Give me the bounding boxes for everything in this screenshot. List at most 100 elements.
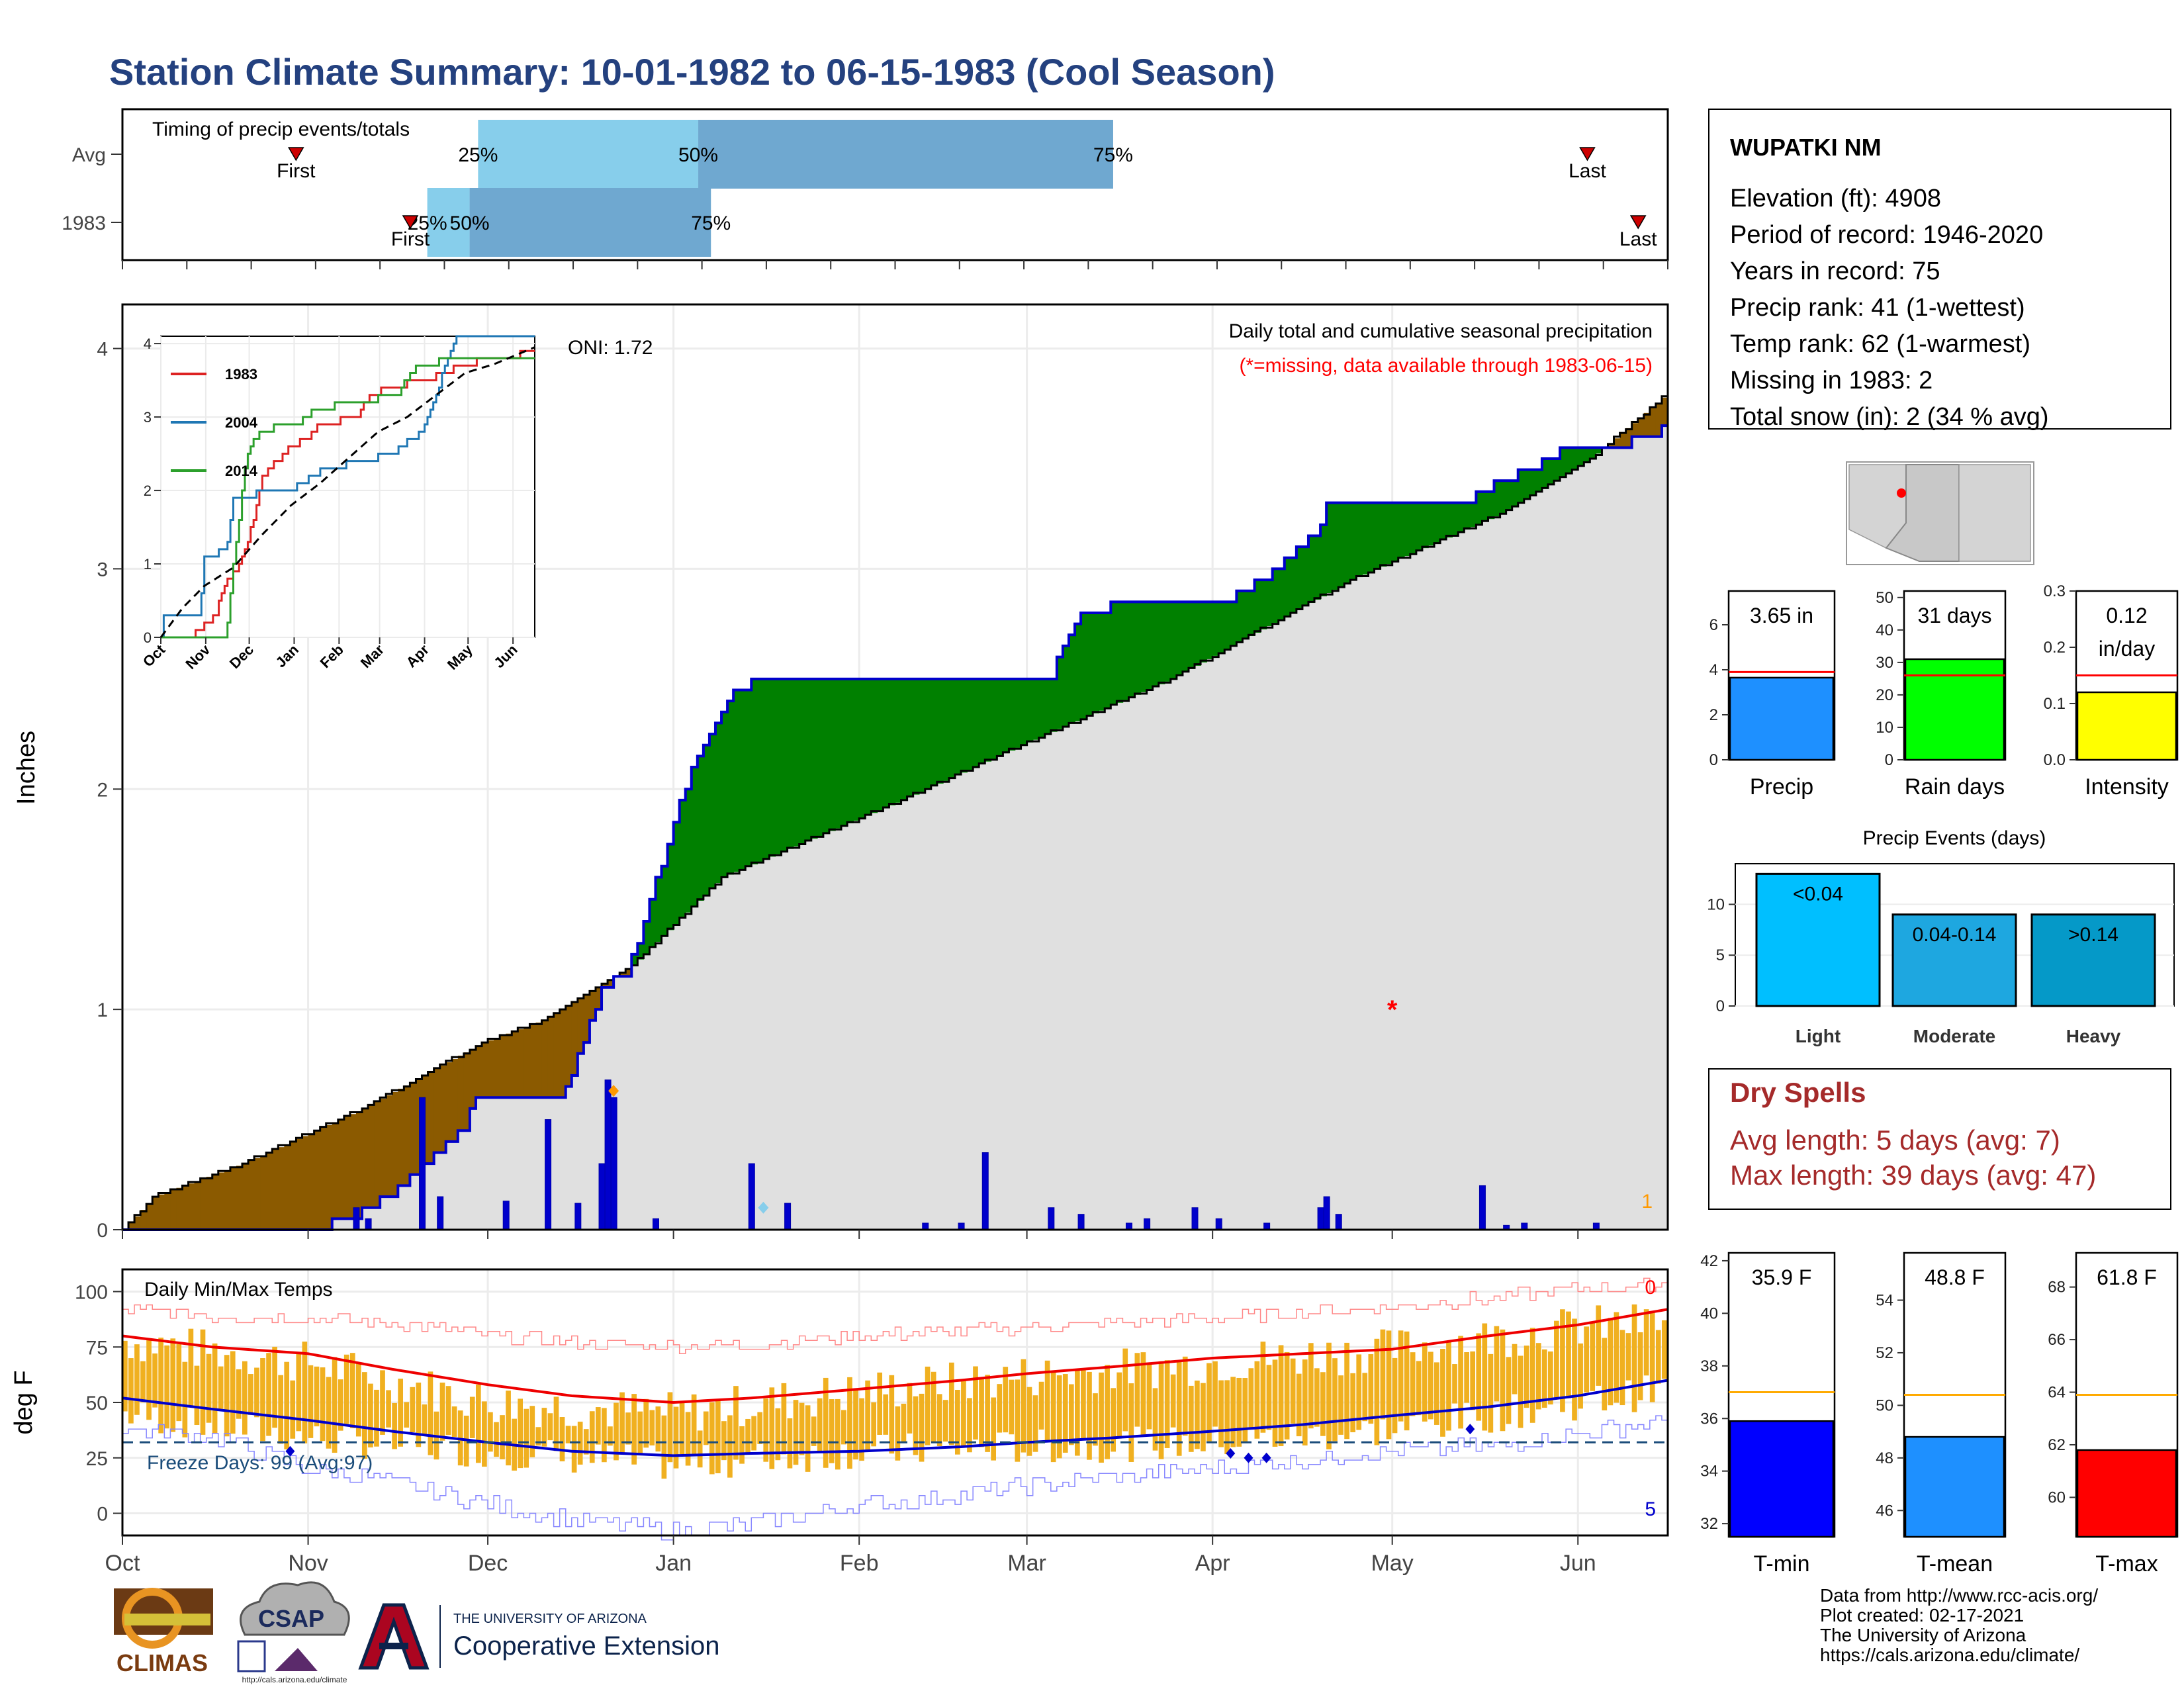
timing-first-marker (287, 147, 304, 161)
timing-last-label: Last (1619, 228, 1657, 250)
daily-precip-bar (502, 1201, 510, 1230)
above-average-area (1284, 557, 1291, 616)
daily-temp-bar (1236, 1377, 1242, 1447)
below-average-area (445, 1062, 453, 1142)
daily-temp-bar (1087, 1371, 1092, 1460)
daily-temp-bar (799, 1402, 805, 1455)
daily-temp-bar (727, 1415, 733, 1478)
daily-precip-bar (1048, 1207, 1055, 1230)
dry-spells-frame (1708, 1068, 2171, 1210)
mini-category-label: T-max (2095, 1551, 2158, 1577)
daily-temp-bar (583, 1429, 589, 1455)
station-detail-line: Total snow (in): 2 (34 % avg) (1730, 403, 2049, 431)
daily-temp-bar (1146, 1364, 1152, 1430)
above-average-area (1338, 502, 1345, 587)
above-average-area (1476, 491, 1483, 525)
above-average-area (1518, 469, 1525, 503)
below-average-area (1637, 418, 1645, 437)
daily-temp-bar (745, 1418, 751, 1454)
daily-temp-bar (1625, 1333, 1631, 1381)
timing-p50-label: 50% (678, 144, 718, 166)
daily-temp-bar (1296, 1373, 1302, 1437)
csap-mountain (275, 1648, 318, 1671)
mini-y-tick-label: 40 (1700, 1304, 1718, 1322)
cumulative-fill (122, 426, 1668, 1230)
daily-temp-bar (1386, 1330, 1392, 1440)
above-average-area (637, 943, 645, 960)
below-average-area (236, 1165, 243, 1230)
daily-temp-bar (1518, 1355, 1524, 1428)
daily-temp-bar (134, 1344, 140, 1415)
daily-temp-bar (1128, 1383, 1134, 1462)
below-average-area (565, 1005, 572, 1087)
above-average-area (661, 866, 668, 937)
mini-value-label: 0.12 (2106, 604, 2147, 627)
station-detail-line: Temp rank: 62 (1-warmest) (1730, 330, 2030, 358)
daily-temp-bar (643, 1398, 649, 1448)
below-average-area (296, 1138, 303, 1230)
daily-temp-bar (1302, 1359, 1308, 1445)
daily-temp-bar (188, 1328, 194, 1406)
daily-temp-bar (614, 1402, 619, 1461)
above-average-area (829, 678, 836, 831)
above-average-area (1242, 590, 1250, 639)
inset-legend-label: 2014 (225, 463, 258, 479)
footer-line: The University of Arizona (1820, 1625, 2026, 1645)
above-average-area (1050, 678, 1058, 732)
above-average-area (1201, 602, 1207, 663)
mini-y-tick-label: 0.2 (2044, 639, 2066, 657)
above-average-area (1272, 569, 1279, 623)
above-average-area (1278, 569, 1285, 619)
daily-temp-bar (835, 1398, 841, 1470)
above-average-area (1056, 657, 1064, 729)
above-average-area (1494, 480, 1501, 517)
above-average-area (1140, 602, 1148, 692)
main-frame (121, 303, 1669, 1231)
daily-temp-bar (991, 1397, 996, 1461)
above-average-area (1182, 602, 1189, 672)
above-average-area (799, 678, 806, 844)
timing-bar-late (698, 120, 1113, 189)
above-average-area (745, 690, 752, 867)
below-average-area (535, 1023, 543, 1098)
daily-temp-bar (404, 1402, 410, 1428)
daily-temp-bar (380, 1370, 385, 1435)
daily-temp-bar (1356, 1354, 1362, 1430)
inset-y-tick-label: 1 (144, 556, 152, 572)
mini-y-tick-label: 46 (1876, 1502, 1893, 1520)
above-average-area (1512, 480, 1519, 507)
inset-legend-label: 1983 (225, 366, 257, 383)
daily-temp-bar (967, 1398, 972, 1453)
daily-temp-bar (547, 1413, 553, 1441)
precip-events-panel: Precip Events (days) 0 5 10 <0.04 Light 0.04-0… (1707, 827, 2175, 1046)
daily-temp-bar (122, 1340, 128, 1412)
inset-series-line (159, 346, 535, 638)
temp-chart-title: Daily Min/Max Temps (144, 1279, 333, 1301)
mini-y-tick-label: 66 (2048, 1331, 2066, 1349)
above-average-area (1170, 602, 1177, 679)
below-average-area (242, 1164, 249, 1230)
below-average-area (1655, 402, 1662, 437)
above-average-area (1488, 491, 1495, 520)
above-average-area (1398, 502, 1405, 559)
daily-temp-bar (1140, 1352, 1146, 1436)
daily-temp-bar (655, 1406, 661, 1452)
daily-temp-bar (445, 1386, 451, 1436)
above-average-area (1230, 602, 1238, 646)
daily-temp-bar (469, 1396, 475, 1438)
mini-y-tick-label: 0 (1885, 751, 1893, 769)
below-average-area (1649, 408, 1657, 437)
mini-y-tick-label: 60 (2048, 1488, 2066, 1506)
daily-temp-bar (518, 1398, 523, 1469)
daily-temp-bar (1320, 1372, 1326, 1436)
above-average-area (859, 678, 866, 819)
above-average-area (787, 678, 794, 849)
mini-y-tick-label: 42 (1700, 1252, 1718, 1270)
daily-temp-bar (1529, 1328, 1535, 1423)
freeze-marker (1261, 1452, 1271, 1463)
below-average-area (463, 1052, 471, 1131)
above-average-area (1302, 547, 1309, 607)
daily-temp-bar (667, 1392, 673, 1463)
daily-temp-bar (961, 1379, 966, 1447)
mini-category-label: T-mean (1917, 1551, 1993, 1577)
